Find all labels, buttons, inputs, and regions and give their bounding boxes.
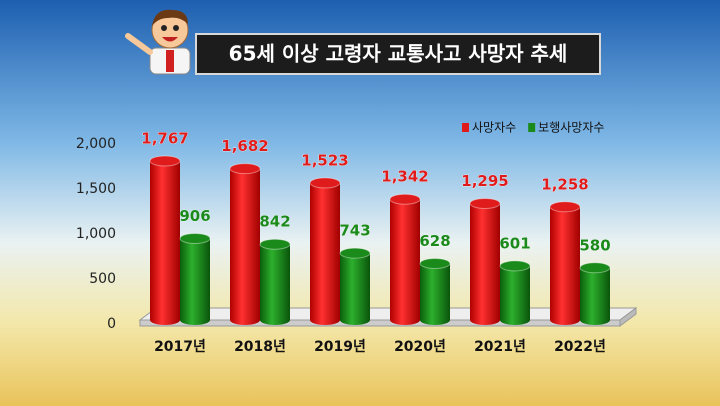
- value-label: 743: [339, 222, 370, 240]
- bar-body: [150, 160, 180, 325]
- title-box: [195, 33, 601, 75]
- value-label: 906: [179, 207, 210, 225]
- x-tick-label: 2017년: [154, 339, 206, 355]
- y-tick-label: 1,500: [76, 181, 116, 197]
- bar-top: [549, 201, 581, 213]
- bar-body: [230, 168, 260, 325]
- bar-top: [229, 163, 261, 175]
- bar: [229, 163, 261, 325]
- legend-label: 보행사망자수: [538, 120, 604, 135]
- bar: [549, 201, 581, 325]
- bar: [499, 260, 531, 325]
- bar-body: [310, 182, 340, 325]
- bar-top: [579, 262, 611, 274]
- bar: [149, 155, 181, 325]
- bar-body: [180, 238, 210, 325]
- y-tick-label: 1,000: [76, 226, 116, 242]
- floor-side: [619, 307, 637, 327]
- value-label: 1,767: [141, 129, 188, 147]
- x-tick-label: 2019년: [314, 339, 366, 355]
- legend-swatch: [462, 123, 469, 132]
- bar-top: [499, 260, 531, 272]
- y-tick-label: 0: [107, 316, 116, 332]
- bar-body: [260, 244, 290, 325]
- bar: [339, 247, 371, 325]
- bar-body: [500, 265, 530, 325]
- bar: [259, 238, 291, 325]
- mascot: [125, 9, 191, 75]
- y-tick-label: 2,000: [76, 136, 116, 152]
- value-label: 601: [499, 234, 530, 252]
- bar-body: [340, 253, 370, 325]
- bar-body: [390, 199, 420, 325]
- bar-top: [149, 155, 181, 167]
- floor-edge: [139, 319, 621, 327]
- value-label: 1,682: [221, 137, 268, 155]
- bar: [579, 262, 611, 325]
- x-tick-label: 2021년: [474, 339, 526, 355]
- value-label: 1,523: [301, 151, 348, 169]
- bar-top: [179, 232, 211, 244]
- legend-label: 사망자수: [472, 121, 516, 135]
- value-label: 842: [259, 213, 290, 231]
- bar-top: [309, 177, 341, 189]
- bar: [309, 177, 341, 325]
- value-label: 1,258: [541, 175, 588, 193]
- value-label: 1,342: [381, 168, 428, 186]
- x-tick-label: 2018년: [234, 339, 286, 355]
- bar-top: [389, 193, 421, 205]
- value-label: 1,295: [461, 172, 508, 190]
- bar-body: [580, 267, 610, 325]
- bar-top: [469, 197, 501, 209]
- x-tick-label: 2020년: [394, 339, 446, 355]
- value-label: 628: [419, 232, 450, 250]
- legend-swatch: [528, 123, 536, 132]
- value-label: 580: [579, 236, 610, 254]
- x-tick-label: 2022년: [554, 339, 606, 355]
- bar-body: [470, 203, 500, 325]
- chart-title: 65세 이상 고령자 교통사고 사망자 추세: [229, 42, 568, 66]
- y-tick-label: 500: [89, 271, 116, 287]
- bar: [469, 197, 501, 325]
- bar-top: [259, 238, 291, 250]
- bar-top: [339, 247, 371, 259]
- bar-body: [550, 206, 580, 325]
- bar: [179, 232, 211, 325]
- bar-body: [420, 263, 450, 325]
- bar: [389, 193, 421, 325]
- bar: [419, 257, 451, 325]
- bar-top: [419, 257, 451, 269]
